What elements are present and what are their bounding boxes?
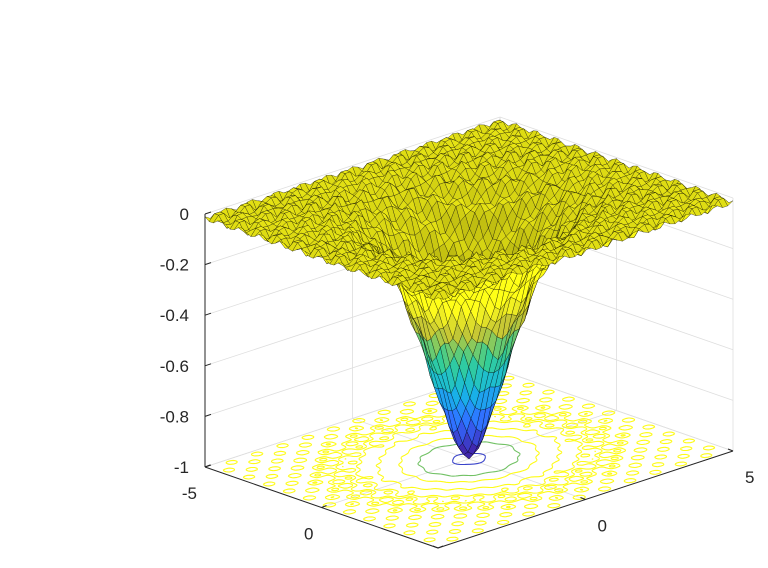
- y-tick-mark: [727, 448, 734, 452]
- z-tick-label: -1: [174, 458, 189, 477]
- z-tick-mark: [204, 262, 212, 266]
- x-tick-mark: [437, 545, 444, 549]
- tick-labels: 0 -0.2 -0.4 -0.6 -0.8 -1 -5 0 5 -5 0 5: [160, 205, 755, 568]
- y-tick-mark: [580, 497, 586, 500]
- z-tick-mark: [204, 211, 212, 215]
- z-tick-mark: [204, 363, 212, 367]
- surface-mesh: [204, 119, 734, 460]
- z-tick-label: -0.4: [160, 306, 189, 325]
- y-tick-label: -5: [450, 565, 465, 568]
- z-tick-mark: [204, 413, 212, 417]
- x-tick-label: 0: [304, 525, 313, 544]
- x-tick-label: 5: [421, 565, 430, 568]
- contour-projection: [222, 375, 716, 543]
- surface-patch: [433, 291, 444, 301]
- y-tick-label: 0: [598, 517, 607, 536]
- contour-level-6: [222, 375, 716, 543]
- y-tick-label: 5: [745, 468, 754, 487]
- z-tick-label: 0: [180, 205, 189, 224]
- x-tick-mark: [321, 505, 327, 508]
- z-tick-mark: [204, 312, 212, 316]
- y-tick-mark: [432, 545, 439, 549]
- x-tick-label: -5: [182, 484, 197, 503]
- z-tick-label: -0.8: [160, 407, 189, 426]
- z-tick-label: -0.2: [160, 256, 189, 275]
- z-tick-label: -0.6: [160, 357, 189, 376]
- x-tick-mark: [204, 464, 211, 468]
- contour-level-5: [311, 406, 627, 512]
